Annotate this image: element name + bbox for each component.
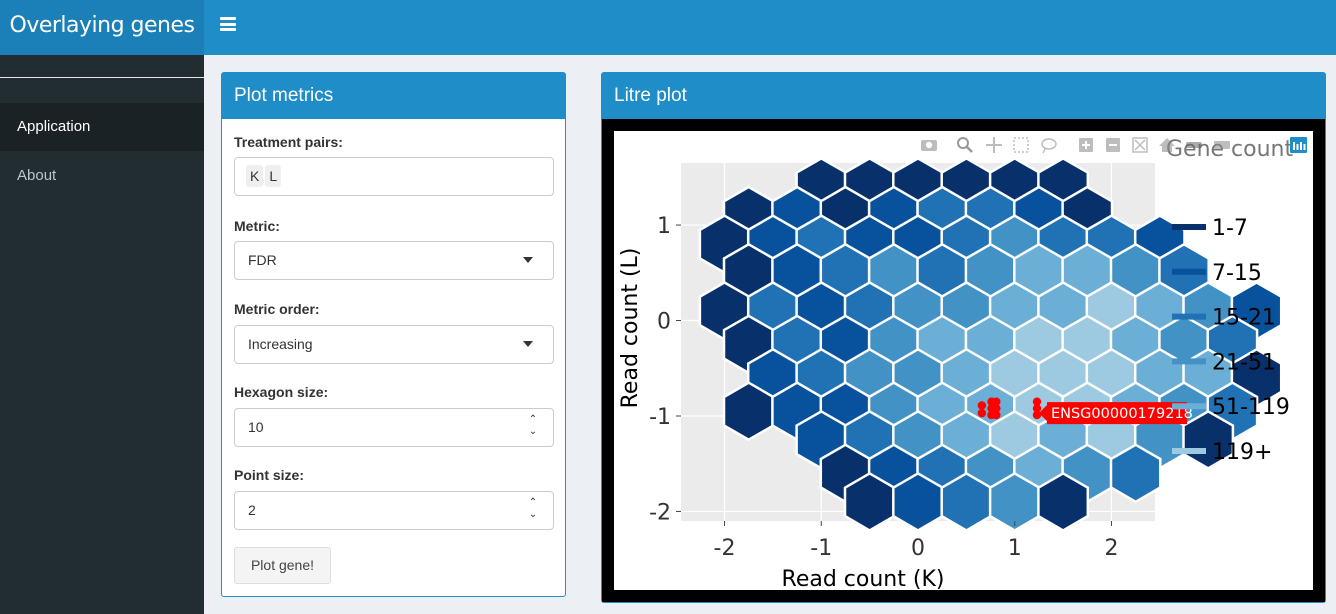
metric-order-label: Metric order: <box>234 301 320 317</box>
metric-select[interactable]: FDR <box>234 241 554 280</box>
metric-label: Metric: <box>234 218 280 234</box>
plot-gene-button[interactable]: Plot gene! <box>234 547 331 584</box>
panel-title: Litre plot <box>602 73 1325 119</box>
top-navbar: Overlaying genes <box>0 0 1336 55</box>
y-tick-label: -2 <box>649 500 671 525</box>
plot-area[interactable]: ENSG00000179218 -2 -1 0 1 2 1 0 -1 -2 Read count (… <box>614 131 1313 592</box>
x-axis-label: Read count (K) <box>782 567 945 590</box>
x-tick-label: -2 <box>714 536 736 561</box>
number-stepper-icon[interactable]: ⌃ ⌄ <box>528 414 538 437</box>
x-tick-label: 0 <box>911 536 925 561</box>
metric-order-value: Increasing <box>248 336 313 352</box>
box-select-icon[interactable] <box>1013 137 1029 153</box>
treatment-tag[interactable]: K <box>246 165 264 187</box>
legend-entry[interactable]: 119+ <box>1212 440 1272 465</box>
annotation-box <box>1046 402 1187 425</box>
lasso-icon[interactable] <box>1041 138 1057 154</box>
panel-title: Plot metrics <box>222 73 565 119</box>
hexbin-cell[interactable] <box>1109 443 1162 504</box>
litre-plot-panel: Litre plot ENSG00000179218 -2 -1 0 1 2 1 0 -1 -2 R… <box>601 72 1326 603</box>
gene-point[interactable] <box>992 404 1001 413</box>
gene-point[interactable] <box>1032 397 1042 406</box>
x-tick-label: 2 <box>1104 536 1118 561</box>
plotly-logo-icon[interactable] <box>1290 137 1307 153</box>
autoscale-icon[interactable] <box>1132 137 1148 153</box>
hexagon-size-value: 10 <box>248 419 264 435</box>
chevron-down-icon <box>523 341 533 347</box>
pan-icon[interactable] <box>986 137 1002 153</box>
sidebar-divider <box>0 77 204 78</box>
point-size-value: 2 <box>248 502 256 518</box>
x-tick-label: 1 <box>1008 536 1022 561</box>
zoom-icon[interactable] <box>957 137 973 153</box>
hexbin-chart[interactable]: ENSG00000179218 -2 -1 0 1 2 1 0 -1 -2 Read count (… <box>614 131 1313 592</box>
hexagon-size-label: Hexagon size: <box>234 384 329 400</box>
zoom-in-icon[interactable] <box>1079 138 1093 152</box>
annotation-label: ENSG00000179218 <box>1051 406 1193 422</box>
annotation-pointer <box>1038 405 1047 422</box>
hover-closest-icon[interactable] <box>1214 141 1230 149</box>
treatment-tag[interactable]: L <box>265 165 282 187</box>
legend-entry[interactable]: 1-7 <box>1212 216 1248 241</box>
sidebar: Application About <box>0 55 204 614</box>
app-title[interactable]: Overlaying genes <box>0 0 204 55</box>
legend-entry[interactable]: 51-119 <box>1212 395 1290 420</box>
legend-entry[interactable]: 21-51 <box>1212 350 1276 375</box>
gene-point[interactable] <box>992 397 1001 406</box>
x-tick-label: -1 <box>810 536 832 561</box>
gene-point[interactable] <box>977 408 987 418</box>
number-stepper-icon[interactable]: ⌃ ⌄ <box>528 497 538 520</box>
zoom-out-icon[interactable] <box>1106 138 1120 152</box>
point-size-label: Point size: <box>234 467 305 483</box>
legend-entry[interactable]: 15-21 <box>1212 306 1276 331</box>
sidebar-toggle-icon[interactable] <box>220 17 236 31</box>
y-axis-label: Read count (L) <box>618 248 643 409</box>
point-size-input[interactable]: 2 ⌃ ⌄ <box>234 491 554 530</box>
sidebar-item-about[interactable]: About <box>17 167 57 184</box>
legend-entry[interactable]: 7-15 <box>1212 261 1262 286</box>
gene-point[interactable] <box>977 401 987 410</box>
spike-lines-icon[interactable] <box>1186 142 1202 148</box>
gene-point[interactable] <box>1032 410 1042 420</box>
hexbin-cell[interactable] <box>1037 471 1090 532</box>
metric-order-select[interactable]: Increasing <box>234 325 554 364</box>
treatment-pairs-label: Treatment pairs: <box>234 134 343 150</box>
y-tick-label: -1 <box>649 405 671 430</box>
reset-axes-icon[interactable] <box>1159 138 1175 152</box>
hexbin-cell[interactable] <box>1182 409 1235 470</box>
gene-point[interactable] <box>992 410 1001 420</box>
legend-title: Gene count <box>1166 137 1293 162</box>
camera-icon[interactable] <box>921 140 937 151</box>
plot-frame: ENSG00000179218 -2 -1 0 1 2 1 0 -1 -2 Read count (… <box>602 119 1325 602</box>
y-tick-label: 0 <box>657 310 671 335</box>
sidebar-item-application[interactable]: Application <box>0 103 204 151</box>
hexagon-size-input[interactable]: 10 ⌃ ⌄ <box>234 408 554 447</box>
metric-value: FDR <box>248 252 277 268</box>
chevron-down-icon <box>523 257 533 263</box>
y-tick-label: 1 <box>657 214 671 239</box>
gene-point[interactable] <box>1032 404 1042 413</box>
